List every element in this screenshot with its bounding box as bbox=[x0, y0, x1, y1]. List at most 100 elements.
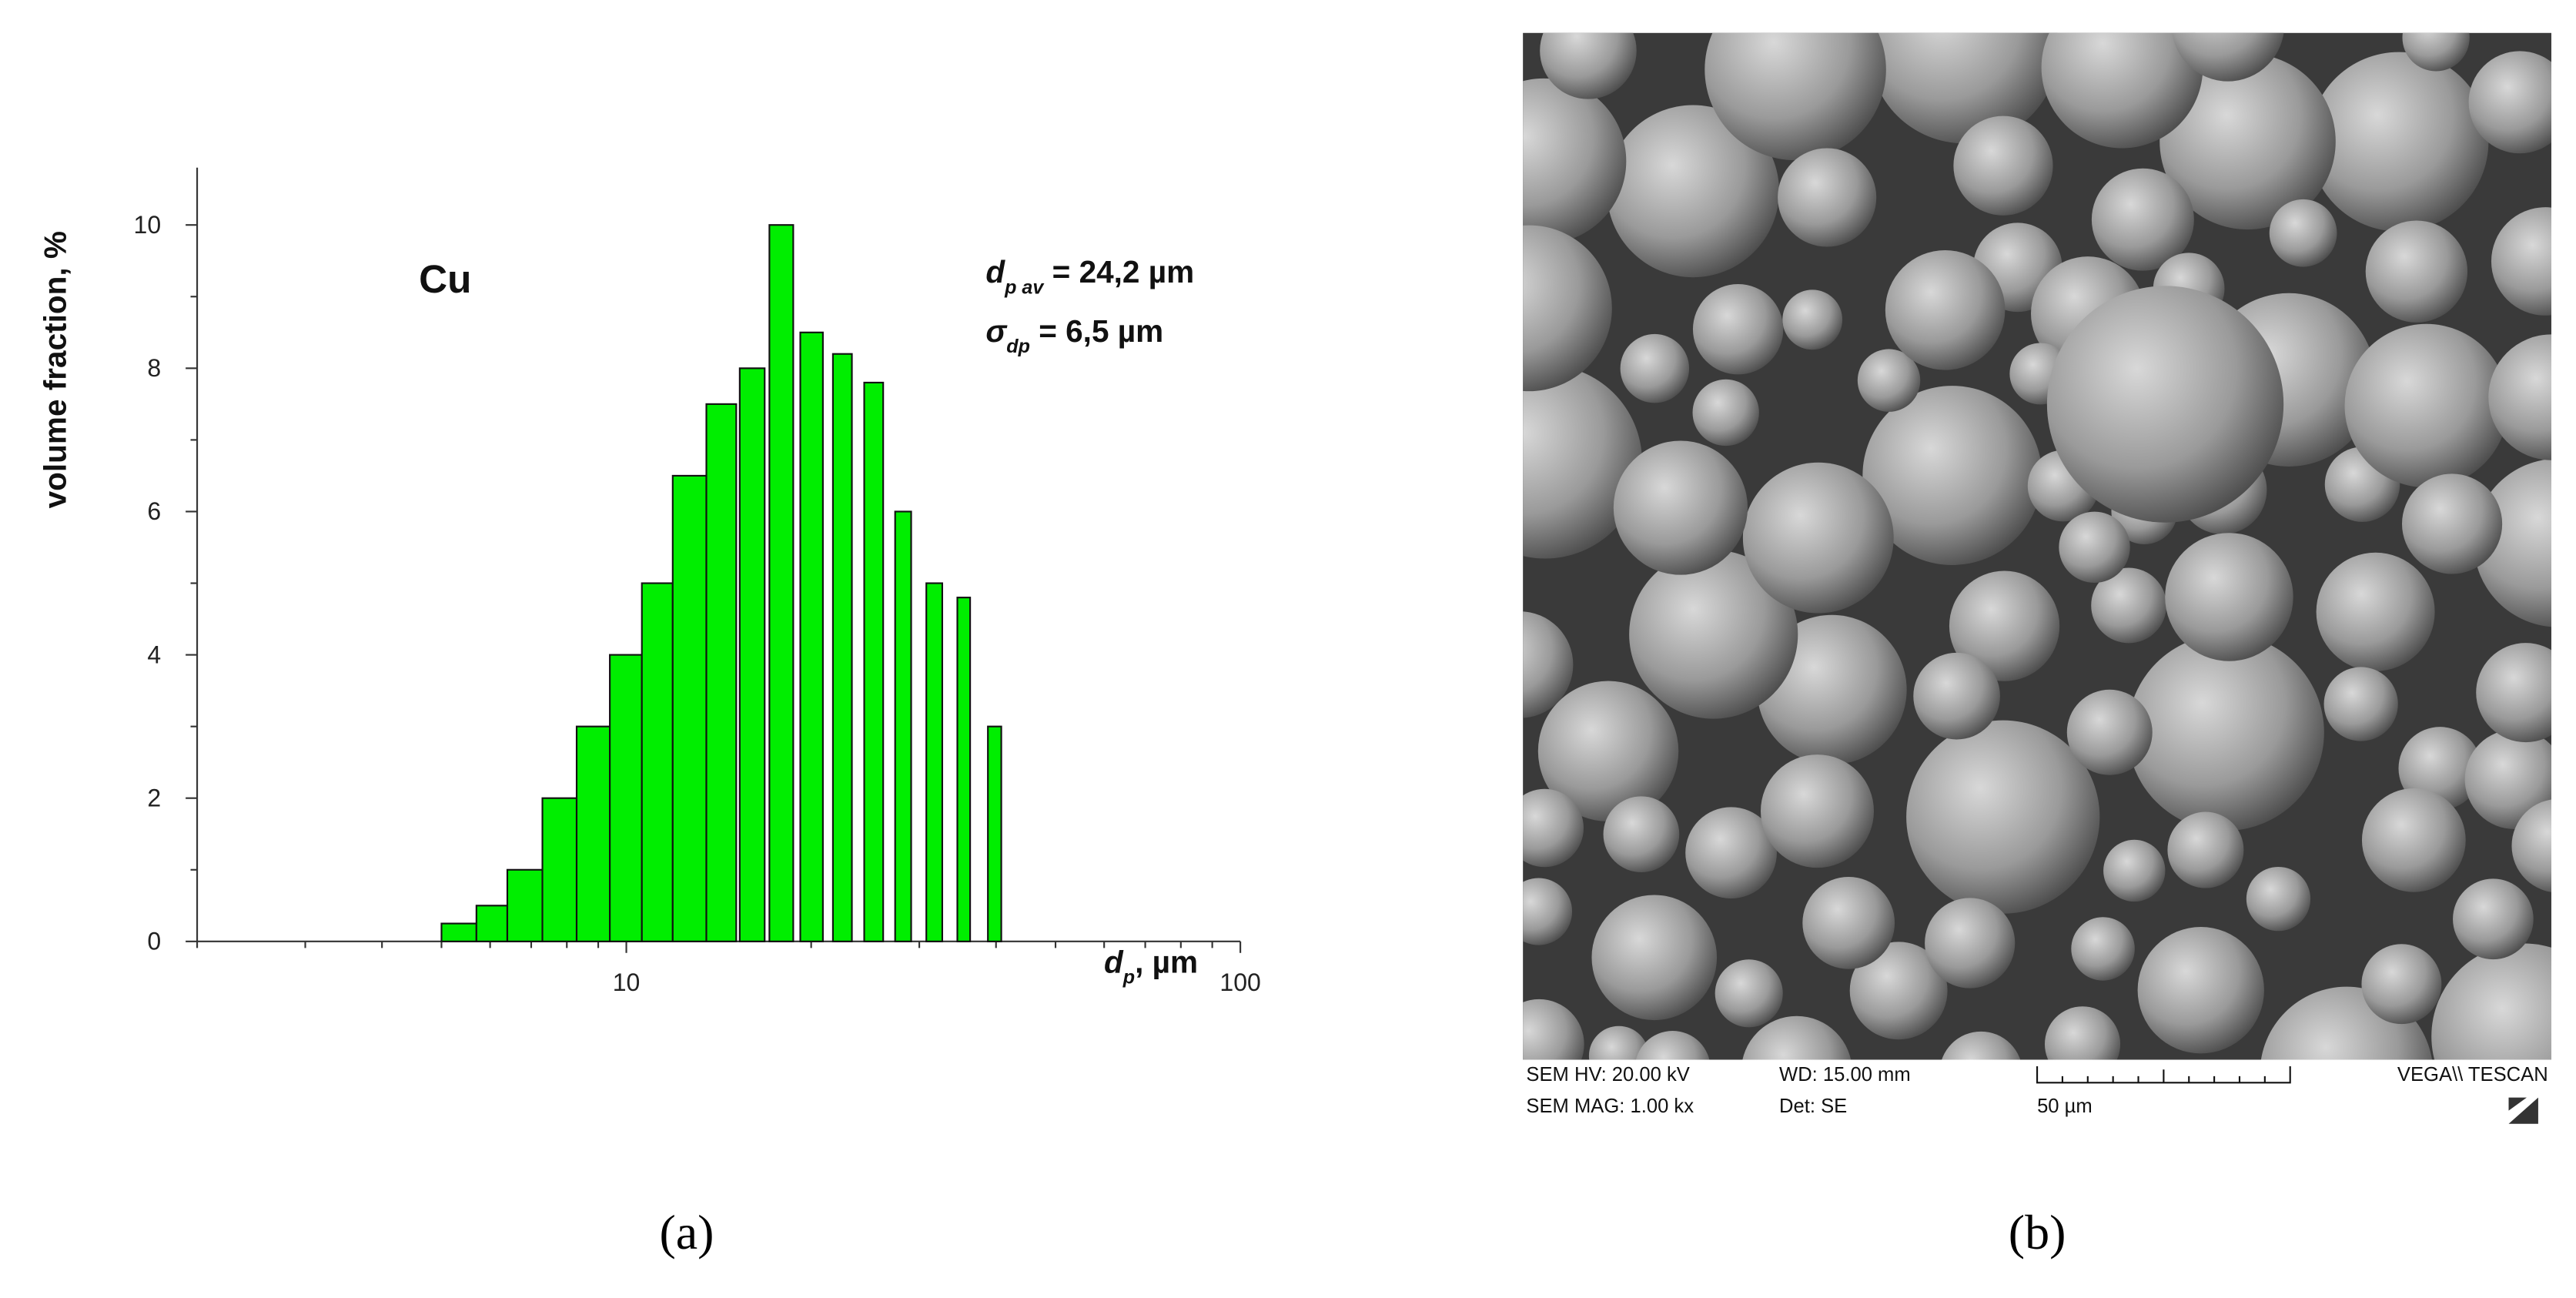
bar bbox=[475, 905, 509, 942]
particle bbox=[1588, 1025, 1649, 1060]
particle bbox=[1620, 333, 1690, 403]
particle bbox=[2066, 689, 2153, 775]
particle bbox=[1523, 788, 1584, 868]
particle bbox=[1523, 364, 1642, 559]
x-axis-label: dp, µm bbox=[1104, 944, 1198, 988]
sem-hv: SEM HV: 20.00 kV bbox=[1526, 1064, 1689, 1086]
particle bbox=[1913, 652, 2000, 740]
particle bbox=[1540, 32, 1637, 99]
particle bbox=[1742, 462, 1894, 614]
bar bbox=[799, 331, 824, 942]
particle bbox=[2402, 32, 2470, 72]
particle bbox=[1715, 959, 1783, 1028]
particle bbox=[2361, 788, 2466, 892]
bar bbox=[863, 381, 885, 942]
panel-label: (b) bbox=[2009, 1205, 2066, 1260]
particle bbox=[1705, 32, 1886, 161]
particle bbox=[1885, 249, 2006, 370]
particle bbox=[2091, 168, 2194, 271]
particle bbox=[2309, 52, 2489, 232]
bar bbox=[575, 725, 611, 942]
label-text: , µm bbox=[1135, 944, 1198, 979]
bar bbox=[956, 597, 972, 942]
particle bbox=[2103, 839, 2166, 902]
symbol: d bbox=[985, 254, 1005, 289]
particle bbox=[2127, 634, 2324, 831]
particle bbox=[2344, 323, 2509, 488]
particle bbox=[1778, 148, 1877, 247]
series-label: Cu bbox=[419, 257, 471, 301]
particle bbox=[2365, 220, 2468, 323]
particle bbox=[1906, 720, 2100, 914]
y-tick-label: 6 bbox=[147, 497, 161, 525]
bar bbox=[738, 367, 766, 942]
bar bbox=[831, 353, 853, 942]
bar bbox=[768, 224, 795, 942]
particle bbox=[1613, 440, 1748, 575]
particle bbox=[2269, 199, 2337, 267]
logo bbox=[2508, 1097, 2538, 1124]
y-axis-label: volume fraction, % bbox=[37, 231, 72, 508]
subscript: dp bbox=[1006, 336, 1030, 357]
particle bbox=[2488, 334, 2551, 460]
particle bbox=[2159, 53, 2336, 230]
sem-mag: SEM MAG: 1.00 kx bbox=[1526, 1096, 1694, 1117]
particle bbox=[2476, 643, 2551, 743]
bar bbox=[541, 797, 578, 942]
subscript: p bbox=[1122, 967, 1135, 989]
particle bbox=[2041, 32, 2203, 149]
particle bbox=[1635, 1031, 1710, 1060]
particle bbox=[1742, 1015, 1852, 1060]
symbol: σ bbox=[985, 313, 1008, 349]
particle bbox=[2431, 943, 2551, 1060]
particle bbox=[1607, 105, 1779, 278]
particle bbox=[2046, 286, 2284, 523]
label-text: = 24,2 µm bbox=[1043, 254, 1194, 289]
particle bbox=[1802, 876, 1895, 969]
label-text: = 6,5 µm bbox=[1030, 313, 1163, 349]
particle bbox=[2246, 867, 2311, 932]
particle bbox=[1537, 681, 1679, 821]
bar bbox=[641, 582, 674, 942]
particle bbox=[2464, 729, 2551, 830]
particle bbox=[2468, 51, 2551, 154]
particle bbox=[1523, 225, 1612, 392]
x-tick-label: 100 bbox=[1219, 968, 1260, 996]
sem-image: SEM HV: 20.00 kV WD: 15.00 mm SEM MAG: 1… bbox=[1523, 32, 2551, 1124]
particle bbox=[2172, 32, 2284, 82]
particle bbox=[1523, 878, 1573, 945]
particle bbox=[1857, 349, 1921, 412]
sem-wd: WD: 15.00 mm bbox=[1779, 1064, 1911, 1086]
particle bbox=[2453, 878, 2534, 960]
y-tick-label: 10 bbox=[134, 211, 162, 239]
y-tick-label: 2 bbox=[147, 784, 161, 811]
particle bbox=[1953, 115, 2053, 216]
particle bbox=[1925, 898, 2016, 989]
sem-brand: VEGA\\ TESCAN bbox=[2397, 1064, 2548, 1086]
particle bbox=[2165, 533, 2293, 661]
particle bbox=[1862, 386, 2042, 565]
sem-det: Det: SE bbox=[1779, 1096, 1847, 1117]
particle bbox=[1782, 289, 1843, 350]
x-tick-label: 10 bbox=[613, 968, 641, 996]
particle bbox=[2323, 667, 2398, 741]
bar bbox=[894, 510, 912, 942]
particle bbox=[2401, 473, 2503, 574]
particle bbox=[1603, 796, 1680, 872]
particle bbox=[2167, 811, 2244, 888]
bar bbox=[987, 725, 1002, 942]
bar bbox=[506, 868, 544, 942]
bar bbox=[671, 474, 708, 942]
subscript: p av bbox=[1004, 276, 1045, 298]
particle bbox=[2044, 1006, 2121, 1060]
particle bbox=[1591, 895, 1718, 1021]
y-tick-label: 4 bbox=[147, 641, 161, 668]
particle bbox=[2137, 927, 2264, 1054]
particle bbox=[2071, 917, 2135, 981]
bar bbox=[925, 582, 944, 942]
bar bbox=[705, 403, 738, 942]
annotation: dp av = 24,2 µm bbox=[985, 254, 1194, 298]
